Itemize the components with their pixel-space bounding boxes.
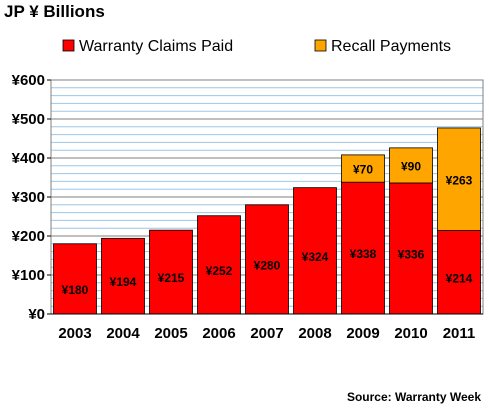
x-tick-label: 2008 bbox=[298, 325, 331, 342]
x-tick-label: 2009 bbox=[346, 325, 379, 342]
data-label: ¥214 bbox=[446, 271, 473, 285]
x-tick-label: 2006 bbox=[202, 325, 235, 342]
y-tick-label: ¥500 bbox=[12, 111, 45, 128]
bar-warranty-2008 bbox=[293, 187, 337, 315]
legend: Warranty Claims Paid Recall Payments bbox=[62, 38, 451, 55]
source-note: Source: Warranty Week bbox=[346, 390, 481, 404]
bar-recall-2009 bbox=[341, 154, 385, 183]
legend-label-recall: Recall Payments bbox=[331, 38, 451, 55]
bar-warranty-2006 bbox=[197, 215, 241, 315]
x-tick-label: 2005 bbox=[154, 325, 187, 342]
x-tick-label: 2010 bbox=[394, 325, 427, 342]
data-label: ¥252 bbox=[206, 264, 233, 278]
x-tick-label: 2003 bbox=[58, 325, 91, 342]
y-tick-label: ¥400 bbox=[12, 150, 45, 167]
y-tick-label: ¥600 bbox=[12, 72, 45, 89]
data-label: ¥338 bbox=[350, 247, 377, 261]
y-tick-label: ¥300 bbox=[12, 189, 45, 206]
x-tick-label: 2004 bbox=[106, 325, 140, 342]
bar-warranty-2007 bbox=[245, 204, 289, 315]
y-tick-label: ¥200 bbox=[12, 228, 45, 245]
x-tick-label: 2011 bbox=[443, 325, 476, 342]
bar-warranty-2003 bbox=[53, 243, 97, 315]
y-tick-label: ¥0 bbox=[28, 306, 45, 323]
data-label: ¥324 bbox=[302, 250, 329, 264]
data-label: ¥215 bbox=[158, 271, 185, 285]
bar-recall-2010 bbox=[389, 147, 433, 184]
bar-warranty-2010 bbox=[389, 182, 433, 315]
data-label: ¥90 bbox=[401, 159, 421, 173]
x-tick-label: 2007 bbox=[250, 325, 283, 342]
data-label: ¥336 bbox=[398, 247, 425, 261]
bar-warranty-2004 bbox=[101, 237, 145, 315]
bar-warranty-2005 bbox=[149, 229, 193, 315]
legend-swatch-recall bbox=[314, 39, 327, 52]
data-label: ¥263 bbox=[446, 173, 473, 187]
bar-warranty-2009 bbox=[341, 181, 385, 315]
legend-label-warranty: Warranty Claims Paid bbox=[79, 38, 233, 55]
data-label: ¥70 bbox=[353, 163, 373, 177]
bar-warranty-2011 bbox=[437, 230, 481, 315]
plot-area: ¥0 ¥100 ¥200 ¥300 ¥400 ¥500 ¥600 ¥180 2003 ¥194 20… bbox=[12, 72, 484, 342]
legend-swatch-warranty bbox=[62, 39, 75, 52]
chart-title: JP ¥ Billions bbox=[4, 2, 105, 21]
data-label: ¥180 bbox=[62, 283, 89, 297]
bar-recall-2011 bbox=[437, 127, 481, 231]
y-tick-label: ¥100 bbox=[12, 267, 45, 284]
data-label: ¥280 bbox=[254, 258, 281, 272]
data-label: ¥194 bbox=[110, 275, 137, 289]
